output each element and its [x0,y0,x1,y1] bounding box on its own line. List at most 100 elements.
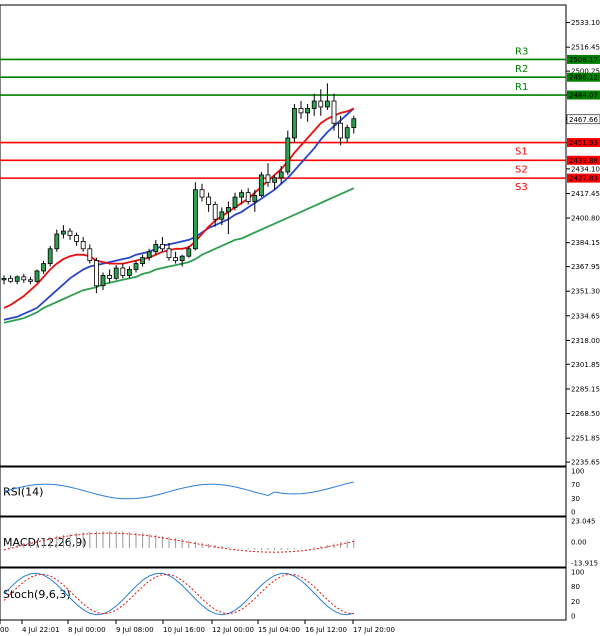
candle-body [258,174,264,197]
candle-body [331,100,337,124]
rsi-level-label: 0 [571,509,575,517]
candle-body [338,122,344,139]
candle-body [225,207,231,213]
time-tick-label: 10 Jul 16:00 [163,626,205,634]
candle-body [67,230,73,236]
candle-body [54,233,60,250]
macd-level-label: -13.915 [571,560,598,568]
candle-body [318,100,324,108]
current-price-label: 2467.66 [569,116,598,124]
candle-body [192,189,198,250]
price-tick-label: 2334.65 [571,312,600,320]
price-tick-label: 2351.30 [571,288,600,296]
candle-body [8,277,14,282]
candle-body [61,230,66,235]
level-price-label: 2484.07 [569,92,598,100]
price-tick-label: 2500.25 [571,68,600,76]
candle-body [232,196,238,208]
candle-body [199,189,205,198]
price-tick-label: 2301.85 [571,361,600,369]
price-tick-label: 2318.00 [571,337,600,345]
level-name-s1: S1 [515,147,528,158]
rsi-level-label: 30 [571,495,580,503]
level-name-s2: S2 [515,164,528,175]
rsi-level-label: 100 [571,468,584,476]
level-price-label: 2427.83 [569,175,598,183]
candle-body [324,100,330,108]
candle-body [133,263,139,270]
candle-body [113,267,119,279]
level-price-box [567,72,600,82]
candle-body [107,274,112,279]
candle-body [41,263,46,272]
level-price-box [567,155,600,165]
candle-body [291,108,297,139]
time-tick-label: 12 Jul 00:00 [212,626,254,634]
price-tick-label: 2285.15 [571,385,600,393]
ma-slow-line [3,187,355,324]
level-name-s3: S3 [515,182,528,193]
candle-body [166,248,172,259]
level-price-label: 2508.17 [569,56,598,64]
candle-body [14,276,20,282]
candle-body [47,248,53,264]
macd-panel [0,516,567,568]
candle-body [298,108,304,114]
price-tick-label: 2251.85 [571,435,600,443]
candle-body [311,100,317,109]
candle-body [21,276,27,281]
candle-body [245,192,251,202]
main-panel [0,4,567,467]
time-tick-label: 15 Jul 04:00 [258,626,300,634]
candle-body [206,196,212,205]
time-tick-label: 17 Jul 20:00 [353,626,395,634]
macd-level-label: 23.045 [571,518,596,526]
macd-level-label: 0.00 [571,539,587,547]
candle-body [252,195,258,202]
price-tick-label: 2533.10 [571,19,600,27]
stoch-level-label: 0 [571,613,575,621]
level-price-label: 2439.88 [569,157,598,165]
price-tick-label: 2400.80 [571,215,600,223]
price-tick-label: 2367.95 [571,263,600,271]
candle-body [127,269,132,276]
rsi-title: RSI(14) [3,486,43,499]
macd-title: MACD(12,26,9) [3,536,87,549]
level-name-r3: R3 [515,46,528,57]
price-tick-label: 2268.50 [571,410,600,418]
candle-body [351,118,357,129]
candle-body [87,248,93,262]
stoch-d-line [3,573,354,615]
level-price-label: 2451.93 [569,139,598,147]
rsi-line [3,481,354,500]
level-price-box [567,54,600,64]
price-tick-label: 2434.10 [571,165,600,173]
level-price-box [567,138,600,148]
candle-body [27,279,33,282]
candle-body [272,177,278,183]
time-tick-label: 4 Jul 22:01 [22,626,60,634]
level-name-r2: R2 [515,64,528,75]
candle-body [265,174,271,183]
candle-body [219,211,225,220]
price-tick-label: 2516.45 [571,44,600,52]
stoch-level-label: 100 [571,569,584,577]
candle-body [34,270,40,282]
candle-body [100,274,106,287]
ma-fast-line [3,107,355,309]
stoch-level-label: 20 [571,598,580,606]
rsi-panel [0,466,567,517]
candle-body [74,235,79,242]
stoch-k-line [3,572,354,616]
level-name-r1: R1 [515,82,528,93]
macd-signal-line [3,532,354,553]
time-tick-label: 9 Jul 08:00 [116,626,154,634]
candle-body [153,243,159,253]
candle-body [159,243,165,250]
level-price-box [567,173,600,183]
candle-body [80,241,86,250]
candle-body [344,127,350,139]
candle-body [146,251,152,259]
time-tick-label: 16 Jul 12:00 [305,626,347,634]
